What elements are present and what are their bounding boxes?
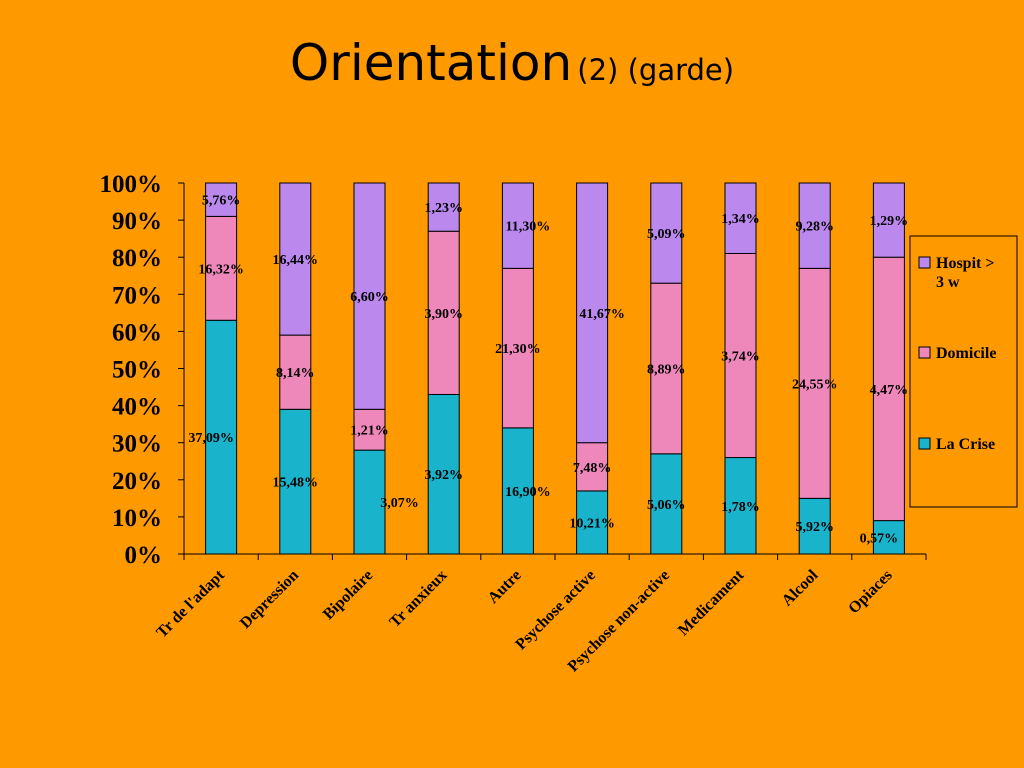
chart-axes: 0% 10% 20% 30% 40% 50% 60% 70% 80% 90% 100%: [100, 171, 927, 569]
bar-segment: [353, 408, 386, 451]
data-label: 3,90%: [424, 307, 463, 322]
legend-label: Domicile: [936, 345, 996, 362]
data-label: 1,29%: [870, 214, 909, 229]
data-label: 0,57%: [860, 531, 899, 546]
bar-segment: [427, 182, 460, 232]
bar-segment: [872, 256, 905, 522]
y-tick-label: 80%: [112, 245, 162, 272]
category-label: Bipolaire: [320, 567, 376, 623]
data-label: 7,48%: [573, 461, 612, 476]
category-label: Depression: [237, 567, 302, 632]
data-label: 3,74%: [721, 350, 760, 365]
legend-label: La Crise: [936, 436, 995, 453]
bar-segment: [501, 427, 534, 555]
bar-segment: [205, 182, 238, 217]
bar-segment: [872, 520, 905, 555]
bar-segment: [798, 182, 831, 269]
bar-segment: [576, 182, 609, 444]
y-tick-label: 100%: [100, 171, 163, 198]
y-tick-label: 40%: [112, 394, 162, 421]
title-main: Orientation: [289, 34, 573, 92]
data-label: 5,76%: [202, 194, 241, 209]
data-label: 8,14%: [276, 366, 315, 381]
data-label: 24,55%: [792, 377, 838, 392]
category-label: Autre: [485, 567, 525, 607]
data-label: 1,23%: [424, 201, 463, 216]
bar-segment: [427, 393, 460, 555]
data-label: 1,34%: [721, 212, 760, 227]
category-label: Tr de l'adapt: [153, 566, 228, 641]
bar-segment: [872, 182, 905, 258]
y-tick-label: 60%: [112, 319, 162, 346]
legend-label: 3 w: [936, 274, 960, 291]
legend-swatch: [918, 256, 931, 269]
data-label: 3,07%: [380, 496, 419, 511]
bar-segment: [279, 182, 312, 336]
y-tick-label: 30%: [112, 431, 162, 458]
bar-segment: [353, 449, 386, 555]
bar-segment: [650, 453, 683, 555]
chart-data-labels: 37,09% 16,32% 5,76% 15,48% 8,14% 16,44% 3,07% 1…: [188, 194, 908, 547]
bar-segment: [650, 282, 683, 455]
y-tick-label: 20%: [112, 468, 162, 495]
y-tick-label: 70%: [112, 282, 162, 309]
y-tick-label: 50%: [112, 357, 162, 384]
data-label: 41,67%: [579, 307, 625, 322]
data-label: 15,48%: [273, 476, 319, 491]
legend-box: [909, 235, 1018, 508]
chart-legend: Hospit > 3 w Domicile La Crise: [909, 235, 1018, 508]
data-label: 37,09%: [188, 431, 234, 446]
data-label: 10,21%: [569, 516, 615, 531]
category-label: Tr anxieux: [386, 567, 450, 631]
category-label: Medicament: [675, 566, 748, 639]
bar-segment: [724, 182, 757, 254]
category-label: Alcool: [779, 566, 822, 609]
data-label: 5,09%: [647, 227, 686, 242]
legend-label: Hospit >: [936, 255, 994, 272]
chart-category-labels: Tr de l'adapt Depression Bipolaire Tr anxie…: [153, 566, 895, 675]
y-tick-label: 90%: [112, 208, 162, 235]
bar-segment: [576, 490, 609, 555]
data-label: 4,47%: [870, 383, 909, 398]
bar-segment: [724, 457, 757, 555]
chart-bars: [205, 182, 905, 555]
slide-title: Orientation (2) (garde): [0, 38, 1024, 88]
data-label: 8,89%: [647, 363, 686, 378]
data-label: 6,60%: [350, 290, 389, 305]
category-label: Psychose active: [512, 567, 598, 653]
category-label: Opiaces: [845, 567, 895, 617]
data-label: 16,32%: [198, 262, 244, 277]
bar-segment: [205, 319, 238, 555]
data-label: 9,28%: [795, 220, 834, 235]
data-label: 5,92%: [795, 520, 834, 535]
data-label: 16,90%: [505, 485, 551, 500]
bar-segment: [798, 267, 831, 499]
bar-segment: [650, 182, 683, 284]
bar-segment: [427, 230, 460, 395]
data-label: 1,78%: [721, 500, 760, 515]
data-label: 3,92%: [424, 468, 463, 483]
bar-segment: [501, 182, 534, 269]
y-tick-label: 0%: [125, 542, 163, 569]
bar-segment: [353, 182, 386, 410]
legend-swatch: [918, 437, 931, 450]
data-label: 11,30%: [506, 220, 551, 235]
data-label: 1,21%: [350, 424, 389, 439]
bar-segment: [576, 442, 609, 492]
bar-segment: [279, 408, 312, 555]
title-subtitle: (2) (garde): [577, 53, 735, 87]
data-label: 5,06%: [647, 498, 686, 513]
legend-swatch: [918, 346, 931, 359]
bar-segment: [724, 252, 757, 459]
data-label: 21,30%: [495, 342, 541, 357]
y-tick-label: 10%: [112, 505, 162, 532]
data-label: 16,44%: [273, 253, 319, 268]
